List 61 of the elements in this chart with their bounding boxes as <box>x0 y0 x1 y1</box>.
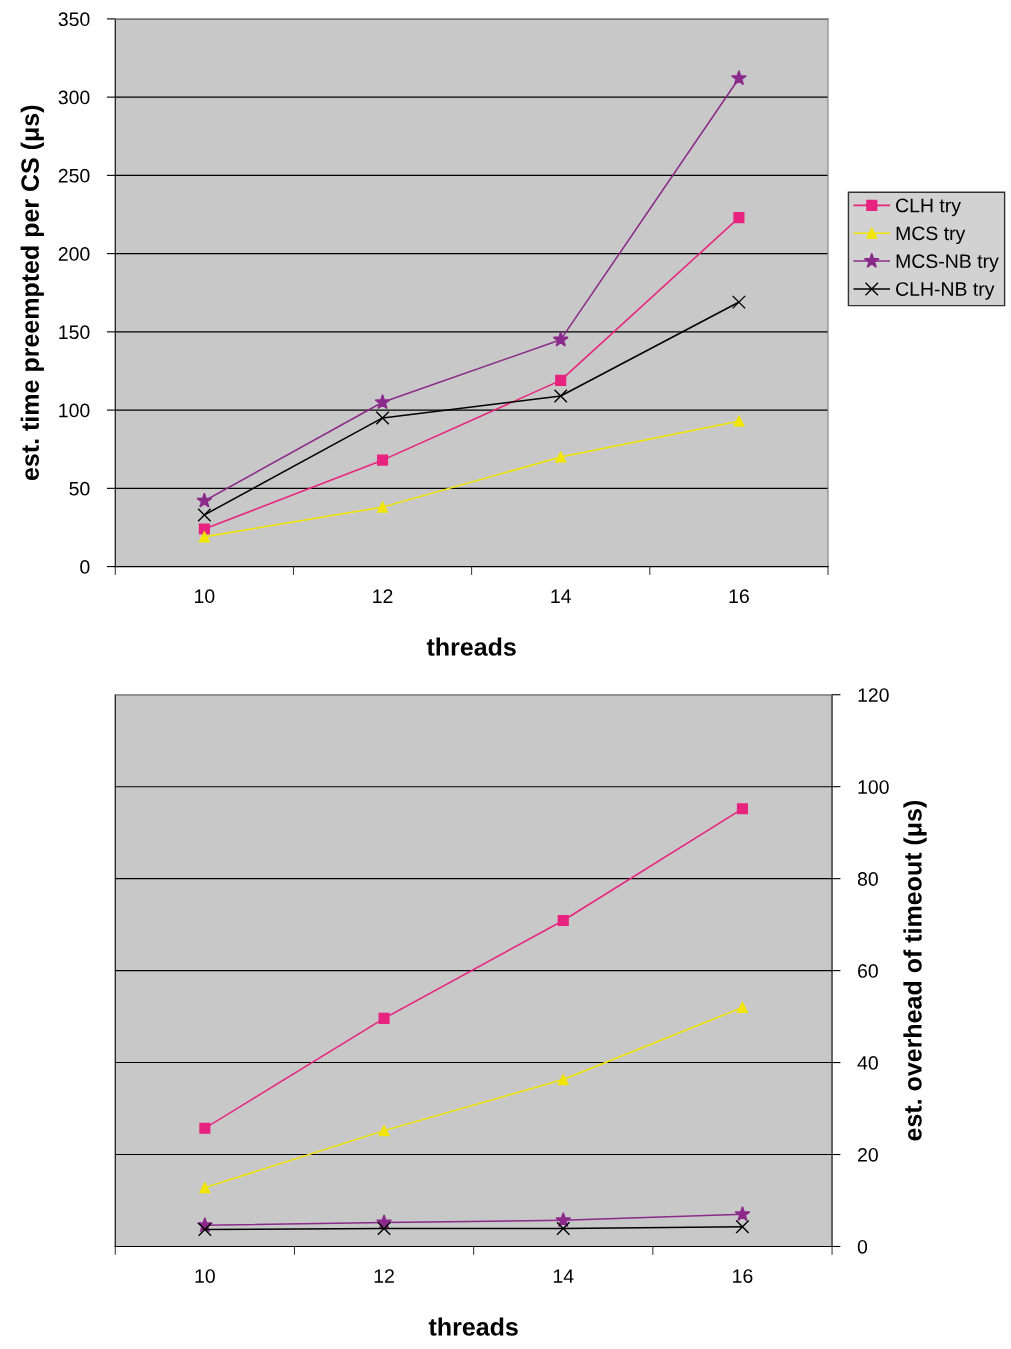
point <box>197 1222 212 1237</box>
x-tick-label: 14 <box>553 1269 574 1283</box>
y2-tick-label: 0 <box>857 1239 868 1254</box>
point <box>730 70 747 86</box>
x-tick-label: 16 <box>729 589 749 604</box>
point <box>552 331 569 347</box>
point <box>555 451 567 463</box>
y-tick-label: 200 <box>58 247 90 261</box>
y-tick-label: 150 <box>59 325 90 340</box>
y-tick-label: 350 <box>58 12 90 27</box>
y2-tick-label: 100 <box>858 780 889 794</box>
y2-tick-label: 60 <box>858 964 878 978</box>
y2-tick-label: 80 <box>857 872 878 886</box>
y-tick-label: 0 <box>80 560 90 574</box>
x-axis-title: threads <box>426 637 516 656</box>
y2-tick-label: 20 <box>858 1147 878 1162</box>
x-axis-title: threads <box>428 1317 518 1336</box>
point <box>199 1182 211 1194</box>
point <box>557 1074 569 1086</box>
legend-label: MCS try <box>896 226 966 245</box>
x-tick-label: 12 <box>374 1269 394 1283</box>
point <box>735 1219 750 1234</box>
legend-label: MCS-NB try <box>896 254 999 272</box>
point <box>196 492 213 508</box>
point <box>198 523 210 535</box>
point <box>378 1125 390 1137</box>
point <box>376 501 389 513</box>
y2-axis-title: est. overhead of timeout (μs) <box>903 800 927 1141</box>
x-tick-label: 10 <box>195 589 215 604</box>
y-axis-title: est. time preempted per CS (μs) <box>20 105 44 480</box>
y-tick-label: 50 <box>69 481 90 496</box>
point <box>378 1012 390 1024</box>
y2-tick-label: 120 <box>858 688 889 702</box>
point <box>733 212 745 224</box>
point <box>374 393 391 410</box>
point <box>197 507 212 522</box>
point <box>553 389 568 403</box>
x-tick-label: 12 <box>373 589 393 603</box>
y2-tick-label: 40 <box>857 1056 878 1070</box>
x-tick-label: 14 <box>551 589 571 603</box>
point <box>733 415 745 427</box>
y-tick-label: 300 <box>58 90 90 105</box>
legend-label: CLH-NB try <box>896 282 995 300</box>
point <box>734 1205 751 1222</box>
point <box>375 410 390 425</box>
point <box>377 1221 391 1236</box>
point <box>376 454 389 466</box>
y-tick-label: 100 <box>59 403 90 418</box>
point <box>199 1122 211 1134</box>
point <box>736 1001 749 1013</box>
legend-label: CLH try <box>896 198 961 217</box>
x-tick-label: 10 <box>195 1269 215 1283</box>
point <box>736 803 749 815</box>
y-tick-label: 250 <box>58 168 90 183</box>
point <box>556 1221 571 1236</box>
point <box>198 531 210 543</box>
point <box>731 295 746 310</box>
point <box>555 1211 572 1228</box>
point <box>555 374 567 386</box>
x-tick-label: 16 <box>733 1269 753 1283</box>
point <box>557 914 569 927</box>
